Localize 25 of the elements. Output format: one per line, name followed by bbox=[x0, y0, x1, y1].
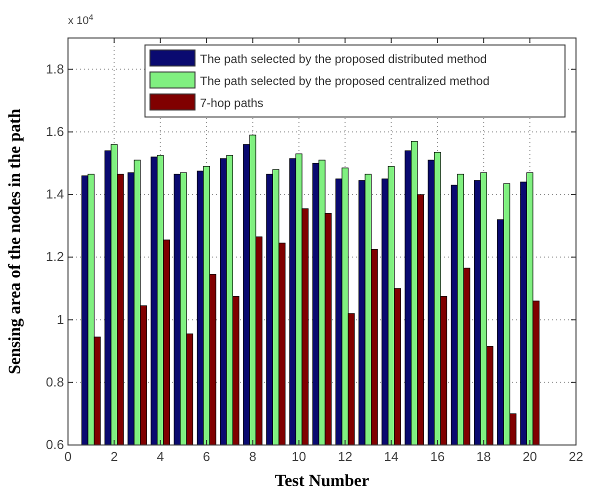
x-tick-label: 6 bbox=[202, 449, 210, 464]
y-tick-label: 1.4 bbox=[46, 186, 64, 202]
y-tick-label: 0.8 bbox=[46, 374, 64, 390]
x-tick-label: 8 bbox=[249, 449, 256, 464]
x-tick-label: 12 bbox=[338, 449, 352, 464]
y-tick-label: 1.8 bbox=[46, 61, 64, 76]
x-tick-label: 14 bbox=[384, 449, 399, 464]
x-axis-title: Test Number bbox=[274, 471, 370, 490]
x-tick-label: 22 bbox=[568, 449, 584, 464]
x-tick-label: 20 bbox=[522, 449, 538, 464]
text: x 10$^{4}$ bbox=[68, 12, 94, 27]
y-tick-label: 0.6 bbox=[46, 437, 64, 452]
legend-label: The path selected by the proposed centralized method bbox=[200, 74, 490, 88]
x-tick-label: 2 bbox=[110, 449, 118, 464]
x-tick-label: 18 bbox=[476, 449, 491, 464]
x-tick-label: 0 bbox=[64, 449, 72, 464]
legend-label: 7-hop paths bbox=[200, 96, 264, 110]
y-tick-label: 1 bbox=[56, 312, 64, 327]
x-tick-label: 10 bbox=[292, 449, 306, 464]
y-tick-label: 1.6 bbox=[46, 124, 64, 139]
y-tick-label: 1.2 bbox=[46, 249, 64, 264]
legend-label: The path selected by the proposed distributed method bbox=[200, 52, 487, 66]
y-axis-title: Sensing area of the nodes in the path bbox=[5, 108, 24, 374]
x-tick-label: 16 bbox=[430, 449, 445, 464]
x-tick-label: 4 bbox=[156, 449, 164, 464]
